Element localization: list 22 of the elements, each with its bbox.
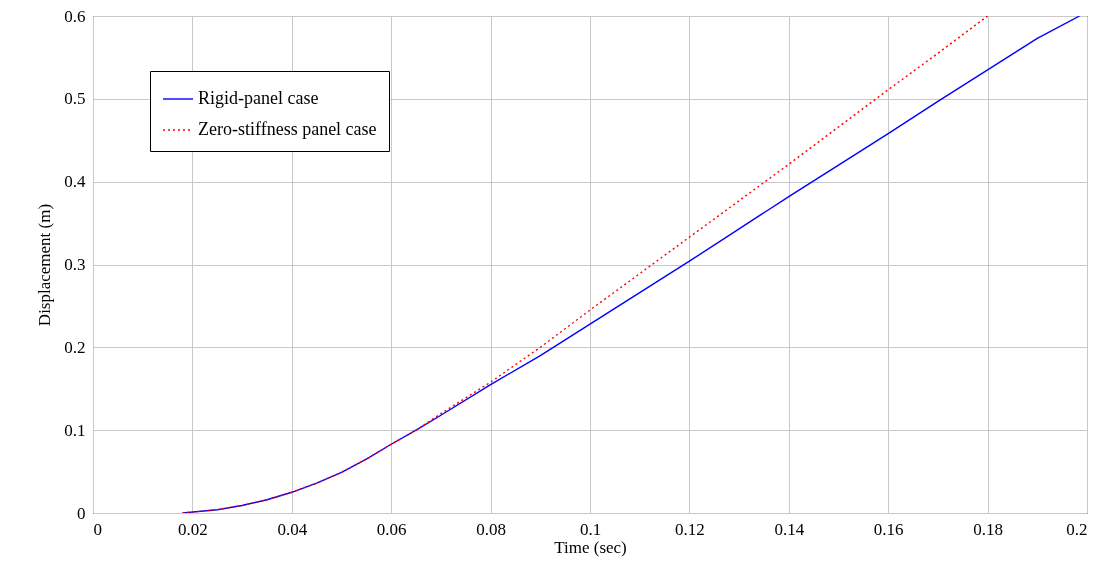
x-tick-label: 0 (93, 519, 102, 539)
y-tick-label: 0.5 (64, 89, 86, 109)
x-tick-label: 0.14 (774, 519, 805, 539)
y-tick-label: 0.6 (64, 6, 86, 26)
y-tick-label: 0.2 (64, 337, 86, 357)
y-axis-title: Displacement (m) (35, 203, 55, 327)
x-tick-label: 0.02 (178, 519, 208, 539)
x-tick-label: 0.06 (376, 519, 407, 539)
y-tick-label: 0 (77, 503, 86, 523)
x-tick-label: 0.2 (1066, 519, 1088, 539)
x-tick-label: 0.16 (873, 519, 904, 539)
legend-label: Rigid-panel case (198, 88, 319, 108)
y-tick-label: 0.1 (64, 420, 86, 440)
x-axis-title: Time (sec) (554, 537, 627, 557)
legend-label: Zero-stiffness panel case (198, 119, 377, 139)
x-tick-label: 0.04 (277, 519, 308, 539)
x-tick-label: 0.08 (476, 519, 506, 539)
x-tick-label: 0.18 (973, 519, 1003, 539)
y-tick-label: 0.4 (64, 172, 86, 192)
y-tick-label: 0.3 (64, 255, 86, 274)
x-tick-label: 0.12 (675, 519, 705, 539)
x-tick-label: 0.1 (579, 519, 602, 539)
